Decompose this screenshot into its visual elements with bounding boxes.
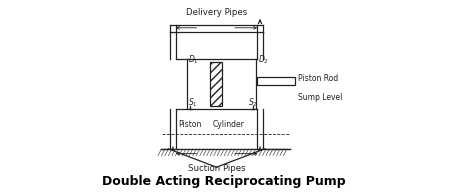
Bar bbox=[187, 59, 256, 109]
Bar bbox=[256, 77, 295, 85]
Text: Suction Pipes: Suction Pipes bbox=[188, 164, 246, 173]
Text: $D_1$: $D_1$ bbox=[188, 53, 199, 66]
Text: $S_2$: $S_2$ bbox=[247, 96, 257, 109]
Text: Double Acting Reciprocating Pump: Double Acting Reciprocating Pump bbox=[101, 176, 345, 189]
Text: Piston Rod: Piston Rod bbox=[298, 74, 338, 83]
Text: Piston: Piston bbox=[178, 120, 201, 129]
Bar bbox=[210, 62, 222, 106]
Text: Sump Level: Sump Level bbox=[298, 93, 342, 102]
Text: Cylinder: Cylinder bbox=[213, 120, 245, 129]
Text: $D_2$: $D_2$ bbox=[258, 53, 269, 66]
Text: Delivery Pipes: Delivery Pipes bbox=[186, 8, 247, 17]
Text: $S_1$: $S_1$ bbox=[188, 96, 198, 109]
